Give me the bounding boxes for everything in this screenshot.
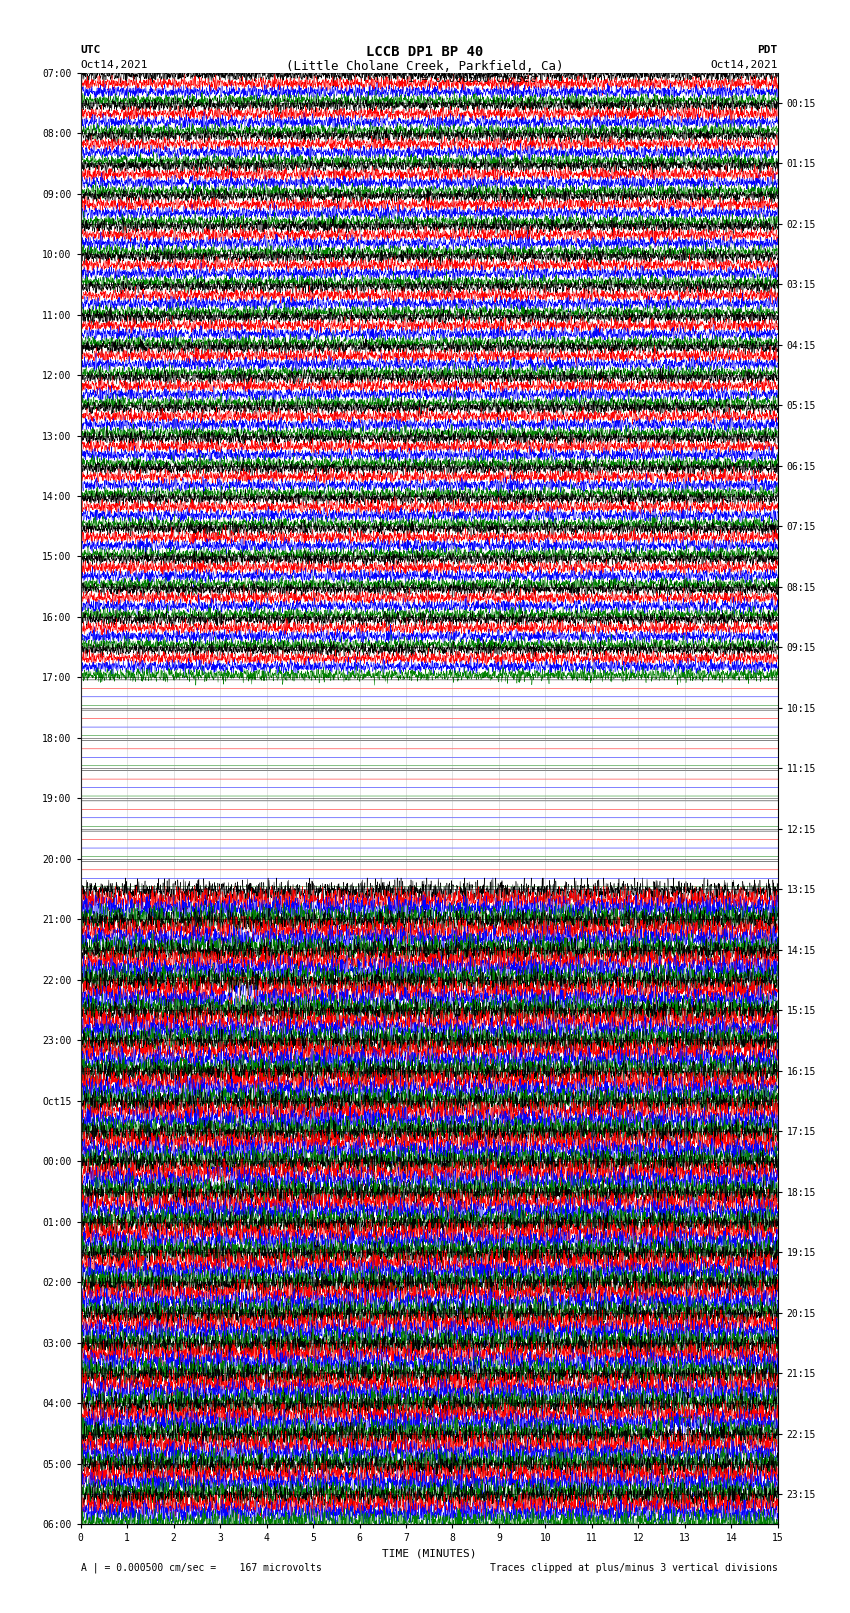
Text: UTC: UTC bbox=[81, 45, 101, 55]
Text: Oct14,2021: Oct14,2021 bbox=[711, 60, 778, 69]
Text: LCCB DP1 BP 40: LCCB DP1 BP 40 bbox=[366, 45, 484, 60]
Text: (Little Cholane Creek, Parkfield, Ca): (Little Cholane Creek, Parkfield, Ca) bbox=[286, 60, 564, 73]
X-axis label: TIME (MINUTES): TIME (MINUTES) bbox=[382, 1548, 477, 1558]
Text: A | = 0.000500 cm/sec =    167 microvolts: A | = 0.000500 cm/sec = 167 microvolts bbox=[81, 1561, 321, 1573]
Text: Traces clipped at plus/minus 3 vertical divisions: Traces clipped at plus/minus 3 vertical … bbox=[490, 1563, 778, 1573]
Text: PDT: PDT bbox=[757, 45, 778, 55]
Text: Oct14,2021: Oct14,2021 bbox=[81, 60, 148, 69]
Text: I = 0.000500 cm/sec: I = 0.000500 cm/sec bbox=[408, 74, 536, 84]
